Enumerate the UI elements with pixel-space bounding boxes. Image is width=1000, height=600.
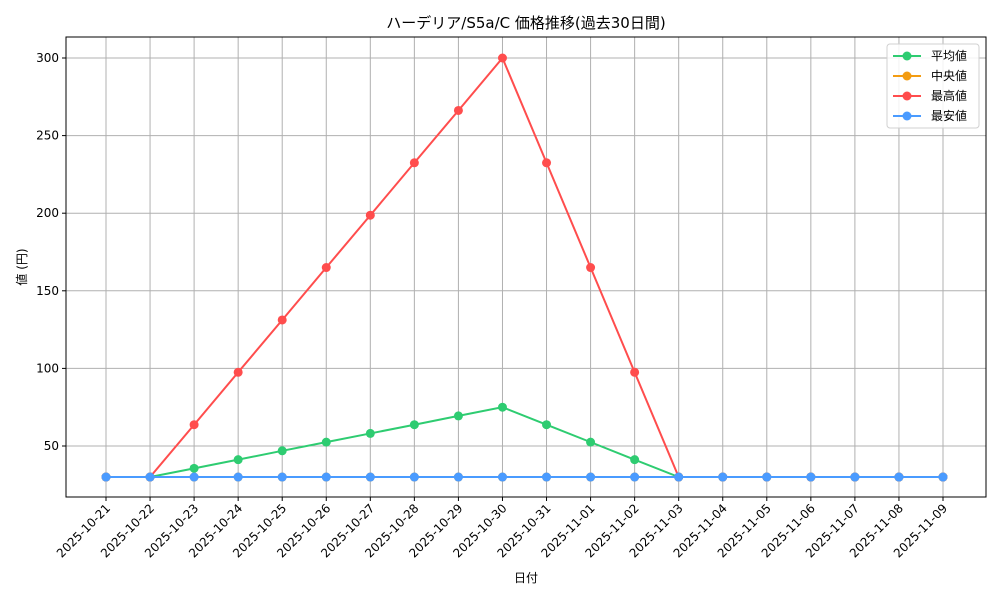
data-point [277, 315, 287, 325]
data-point [101, 472, 111, 482]
data-point [409, 420, 419, 430]
x-axis: 2025-10-212025-10-222025-10-232025-10-24… [54, 497, 950, 560]
data-point [850, 472, 860, 482]
data-point [630, 367, 640, 377]
legend-marker-icon [902, 111, 912, 121]
data-point [321, 472, 331, 482]
data-point [409, 472, 419, 482]
y-axis-label: 値 (円) [14, 248, 29, 285]
data-point [542, 158, 552, 168]
plot-frame [65, 36, 987, 498]
data-point [277, 446, 287, 456]
y-tick-label: 250 [36, 129, 59, 143]
data-point [365, 210, 375, 220]
data-point [321, 437, 331, 447]
data-point [189, 420, 199, 430]
data-point [674, 472, 684, 482]
chart-title: ハーデリア/S5a/C 価格推移(過去30日間) [386, 14, 665, 32]
data-point [277, 472, 287, 482]
y-tick-label: 300 [36, 51, 59, 65]
data-point [365, 428, 375, 438]
y-tick-label: 50 [44, 439, 59, 453]
data-point [145, 472, 155, 482]
data-point [233, 367, 243, 377]
data-point [894, 472, 904, 482]
data-point [586, 437, 596, 447]
data-point [586, 263, 596, 273]
data-point [365, 472, 375, 482]
data-point [453, 411, 463, 421]
series-lines [101, 53, 948, 482]
y-tick-label: 100 [36, 361, 59, 375]
data-point [453, 472, 463, 482]
y-axis: 50 100 150 200 250 300 [36, 51, 66, 453]
grid-lines [66, 37, 986, 497]
data-point [542, 472, 552, 482]
data-point [630, 472, 640, 482]
data-point [409, 158, 419, 168]
data-point [321, 263, 331, 273]
data-point [718, 472, 728, 482]
data-point [497, 53, 507, 63]
legend-entry: 平均値 [931, 48, 967, 63]
data-point [189, 463, 199, 473]
series-2 [101, 53, 948, 482]
data-point [453, 105, 463, 115]
series-0 [101, 402, 948, 482]
data-point [762, 472, 772, 482]
data-point [806, 472, 816, 482]
y-tick-label: 200 [36, 206, 59, 220]
legend-marker-icon [902, 91, 912, 101]
data-point [938, 472, 948, 482]
y-tick-label: 150 [36, 284, 59, 298]
data-point [497, 472, 507, 482]
data-point [233, 472, 243, 482]
data-point [630, 455, 640, 465]
series-3 [101, 472, 948, 482]
x-axis-label: 日付 [514, 571, 538, 585]
data-point [233, 455, 243, 465]
legend-entry: 中央値 [931, 68, 967, 83]
legend-marker-icon [902, 51, 912, 61]
data-point [497, 402, 507, 412]
legend-marker-icon [902, 71, 912, 81]
legend-entry: 最安値 [931, 108, 967, 123]
data-point [542, 420, 552, 430]
data-point [586, 472, 596, 482]
data-point [189, 472, 199, 482]
legend-entry: 最高値 [931, 88, 967, 103]
